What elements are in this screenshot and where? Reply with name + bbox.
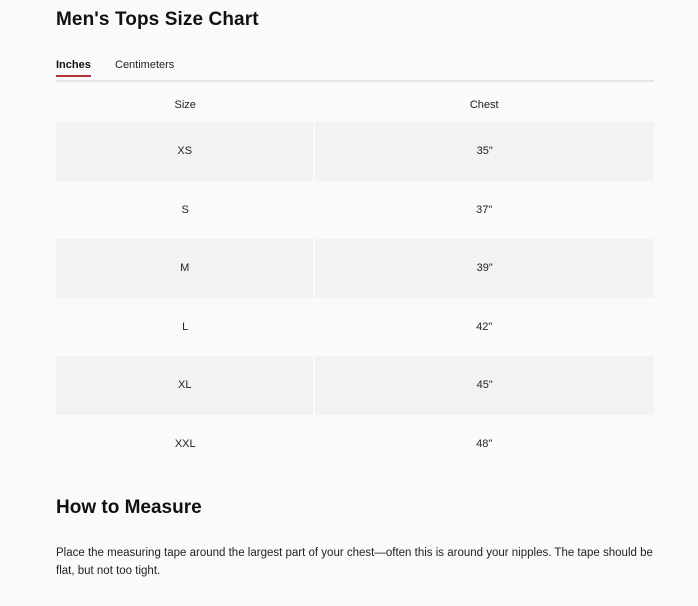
tab-inches[interactable]: Inches [56,59,91,77]
table-row: L 42" [56,298,654,357]
chest-cell: 37" [476,203,493,216]
table-row: XXL 48" [56,415,654,474]
chest-cell: 48" [476,437,493,450]
header-size: Size [174,99,196,111]
size-cell: XXL [174,437,196,450]
chest-cell: 45" [314,356,654,415]
page-title: Men's Tops Size Chart [56,9,259,30]
chest-cell: 39" [314,239,654,298]
size-cell: L [182,320,189,333]
size-cell: S [181,203,189,216]
size-cell: XS [56,122,316,181]
table-row: S 37" [56,181,654,240]
size-cell: XL [56,356,316,415]
size-table: Size Chest XS 35" S 37" M 39" L 42" XL 45" XXL 48" [56,88,654,473]
table-row: XS 35" [56,122,654,181]
header-chest: Chest [469,99,499,111]
table-row: M 39" [56,239,654,298]
table-row: XL 45" [56,356,654,415]
chest-cell: 35" [314,122,654,181]
chest-cell: 42" [476,320,493,333]
how-to-measure-text: Place the measuring tape around the larg… [56,547,653,577]
unit-tabs: Inches Centimeters [56,58,654,82]
tab-centimeters[interactable]: Centimeters [115,59,175,71]
how-to-measure-heading: How to Measure [56,497,202,518]
size-cell: M [56,239,316,298]
